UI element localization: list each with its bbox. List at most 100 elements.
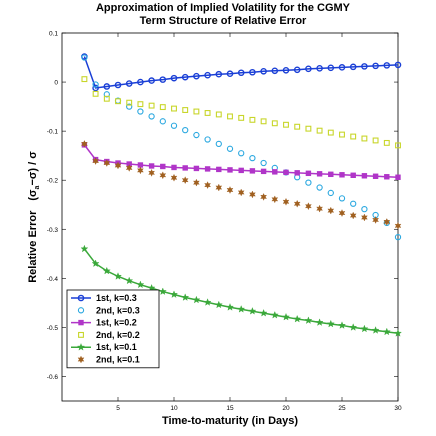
data-point [316,204,323,213]
data-point [338,64,346,71]
data-point [102,266,111,275]
data-point [316,127,323,134]
y-axis-label-subscript: a [34,185,41,189]
legend-marker [78,319,84,326]
data-point [327,189,334,197]
data-point [361,205,368,213]
data-point [339,131,345,138]
data-point [92,84,99,92]
y-tick-label: -0.5 [47,325,59,332]
data-point [170,173,178,182]
data-point [115,98,121,105]
data-point [382,327,391,336]
series-line [83,56,399,89]
data-point [316,171,323,177]
data-point [305,179,312,186]
data-point [114,81,122,89]
data-point [272,169,278,175]
series-layer [80,53,402,337]
data-point [170,74,178,82]
data-point [193,72,200,80]
data-point [283,169,289,176]
data-point [282,197,290,206]
data-point [182,107,189,113]
data-point [215,70,223,78]
axis-ticks: 5 10 15 20 25 30 0.1 0 -0.1 -0.2 -0.3 -0.4 -0.5 -0.6 [47,31,402,413]
data-point [159,104,166,111]
data-point [204,110,211,116]
data-point [270,310,279,319]
y-tick-label: -0.2 [47,178,59,185]
data-point [148,77,155,84]
data-point [383,62,391,69]
data-point [171,105,177,112]
legend-label: 1st, k=0.3 [96,293,137,303]
data-point [226,186,234,194]
data-point [293,199,301,208]
legend-label: 1st, k=0.1 [96,342,137,352]
legend-item: 1st, k=0.3 [71,293,137,303]
data-point [238,167,244,174]
data-point [237,69,245,77]
data-point [227,113,233,120]
data-point [137,78,144,86]
data-point [361,63,368,70]
data-point [282,312,290,321]
data-point [238,114,245,121]
data-point [271,120,278,127]
data-point [181,293,190,301]
data-point [227,167,233,173]
legend-label: 1st, k=0.2 [96,318,137,328]
y-axis-label-main: Relative Error [27,210,39,283]
data-point [226,70,234,78]
data-point [305,65,312,73]
data-point [339,172,345,178]
data-point [328,171,334,178]
data-point [395,174,401,180]
data-point [350,172,356,178]
series-6 [81,139,402,230]
data-point [316,184,323,191]
data-point [394,61,402,69]
data-point [327,206,335,215]
y-axis-label: Relative Error (σa−σ) / σ [27,151,41,283]
data-point [148,102,155,109]
data-point [182,127,189,134]
data-point [103,83,111,90]
legend-label: 2nd, k=0.2 [96,330,140,340]
x-tick-label: 30 [394,405,402,412]
data-point [249,68,256,76]
data-point [283,121,289,128]
data-point [81,139,88,148]
data-point [171,164,177,171]
data-point [114,161,122,170]
legend-label: 2nd, k=0.3 [96,305,140,315]
data-point [81,76,88,83]
data-point [349,323,358,331]
chart-title: Approximation of Implied Volatility for … [96,2,351,14]
data-point [126,103,133,110]
data-point [349,211,357,220]
data-point [214,300,223,309]
data-point [249,154,256,162]
data-point [92,81,99,88]
data-point [148,113,155,120]
data-point [271,195,279,204]
data-point [192,295,201,304]
data-point [203,298,212,306]
legend-marker [77,294,85,302]
chart-subtitle: Term Structure of Relative Error [140,15,307,27]
data-point [160,163,166,170]
data-point [103,95,110,102]
data-point [305,125,312,132]
data-point [305,170,312,177]
data-point [315,318,324,326]
data-point [226,303,234,311]
data-point [271,67,279,75]
y-tick-label: -0.3 [47,227,59,234]
data-point [181,73,189,81]
data-point [394,329,402,337]
data-point [148,168,155,177]
data-point [372,62,379,70]
data-point [237,188,245,197]
